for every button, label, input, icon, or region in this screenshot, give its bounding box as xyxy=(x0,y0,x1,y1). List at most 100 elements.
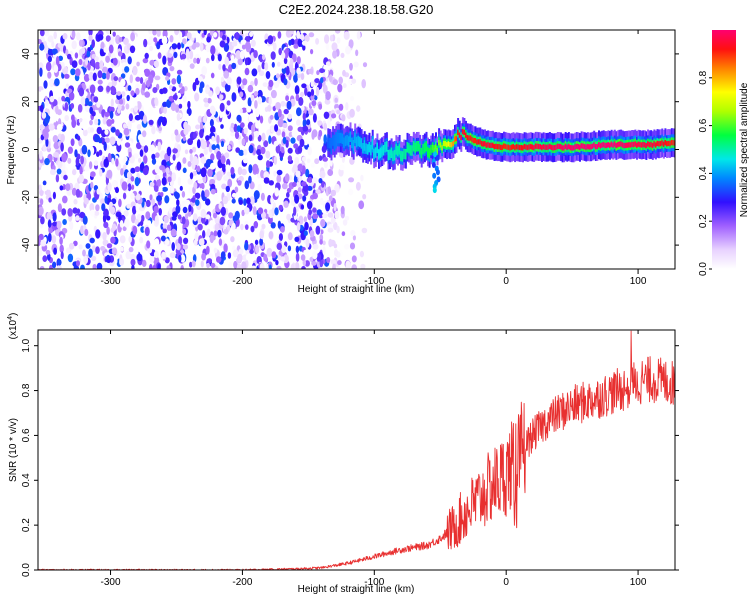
heatmap-cell xyxy=(80,264,85,269)
heatmap-cell xyxy=(106,243,113,249)
heatmap-cell xyxy=(484,141,486,147)
heatmap-cell xyxy=(52,212,57,222)
heatmap-cell xyxy=(242,78,248,86)
heatmap-cell xyxy=(277,31,282,39)
heatmap-cell xyxy=(361,227,368,234)
heatmap-cell xyxy=(40,216,45,225)
heatmap-cell xyxy=(72,207,78,214)
heatmap-cell xyxy=(220,140,225,147)
heatmap-cell xyxy=(153,30,157,36)
heatmap-cell xyxy=(99,169,103,177)
heatmap-cell xyxy=(142,58,149,64)
heatmap-cell xyxy=(479,139,482,145)
heatmap-cell xyxy=(234,186,239,193)
heatmap-cell xyxy=(349,62,353,71)
heatmap-cell xyxy=(346,137,349,143)
heatmap-cell xyxy=(257,207,264,215)
heatmap-cell xyxy=(341,136,344,142)
heatmap-cell xyxy=(268,264,272,269)
heatmap-cell xyxy=(250,94,255,102)
heatmap-cell xyxy=(318,178,323,184)
heatmap-cell xyxy=(339,164,345,171)
heatmap-cell xyxy=(164,195,170,204)
heatmap-cell xyxy=(82,215,88,225)
heatmap-cell xyxy=(38,247,43,257)
heatmap-cell xyxy=(345,260,351,269)
heatmap-cell xyxy=(536,143,539,149)
heatmap-cell xyxy=(104,129,109,136)
heatmap-cell xyxy=(157,52,162,59)
heatmap-cell xyxy=(317,120,323,126)
heatmap-cell xyxy=(255,244,260,254)
heatmap-cell xyxy=(435,169,440,176)
heatmap-cell xyxy=(101,72,107,80)
heatmap-cell xyxy=(244,57,249,66)
heatmap-cell xyxy=(259,238,263,246)
heatmap-cell xyxy=(191,260,196,268)
heatmap-cell xyxy=(327,168,334,177)
heatmap-cell xyxy=(203,97,209,103)
heatmap-cell xyxy=(70,68,76,76)
heatmap-cell xyxy=(49,264,53,269)
heatmap-cell xyxy=(144,91,151,98)
heatmap-cell xyxy=(167,176,172,183)
heatmap-cell xyxy=(191,32,197,38)
heatmap-cell xyxy=(289,30,294,35)
heatmap-cell xyxy=(90,58,96,67)
heatmap-cell xyxy=(337,83,343,93)
heatmap-cell xyxy=(250,39,256,47)
heatmap-cell xyxy=(174,30,180,36)
heatmap-cell xyxy=(392,153,395,159)
heatmap-cell xyxy=(539,144,542,150)
heatmap-cell xyxy=(431,162,436,168)
heatmap-cell xyxy=(186,32,192,40)
heatmap-cell xyxy=(248,144,254,154)
heatmap-cell xyxy=(320,77,324,84)
heatmap-cell xyxy=(53,64,59,74)
heatmap-cell xyxy=(471,136,474,143)
heatmap-cell xyxy=(99,60,104,70)
heatmap-cell xyxy=(244,242,249,251)
heatmap-cell xyxy=(398,146,401,152)
heatmap-cell xyxy=(281,182,288,190)
heatmap-cell xyxy=(95,229,101,239)
heatmap-cell xyxy=(208,90,213,97)
heatmap-cell xyxy=(352,142,355,148)
heatmap-cell xyxy=(230,54,235,62)
heatmap-cell xyxy=(161,177,167,186)
heatmap-cell xyxy=(412,143,415,149)
heatmap-cell xyxy=(517,144,520,150)
heatmap-cell xyxy=(274,187,280,197)
heatmap-cell xyxy=(73,199,78,205)
heatmap-cell xyxy=(59,236,63,245)
heatmap-cell xyxy=(297,163,303,172)
heatmap-cell xyxy=(208,143,213,153)
heatmap-cell xyxy=(171,43,178,50)
heatmap-cell xyxy=(65,49,69,56)
heatmap-cell xyxy=(43,80,48,89)
heatmap-cell xyxy=(341,231,346,237)
heatmap-cell xyxy=(255,120,260,129)
heatmap-cell xyxy=(322,157,328,162)
heatmap-cell xyxy=(182,157,187,164)
heatmap-cell xyxy=(136,142,142,150)
heatmap-cell xyxy=(206,258,213,264)
heatmap-cell xyxy=(91,39,95,48)
spectrogram-ytick-label: -20 xyxy=(21,190,32,205)
heatmap-cell xyxy=(447,141,450,147)
heatmap-cell xyxy=(419,146,422,152)
heatmap-cell xyxy=(231,192,237,198)
heatmap-cell xyxy=(228,261,233,269)
heatmap-cell xyxy=(196,165,201,173)
heatmap-cell xyxy=(84,165,90,172)
heatmap-cell xyxy=(62,33,68,40)
heatmap-cell xyxy=(299,138,305,148)
heatmap-cell xyxy=(609,142,611,149)
heatmap-cell xyxy=(201,66,208,76)
heatmap-cell xyxy=(310,88,315,96)
heatmap-cell xyxy=(286,213,291,221)
heatmap-cell xyxy=(55,105,59,115)
heatmap-cell xyxy=(325,42,329,51)
heatmap-cell xyxy=(261,132,266,142)
heatmap-cell xyxy=(501,144,504,151)
